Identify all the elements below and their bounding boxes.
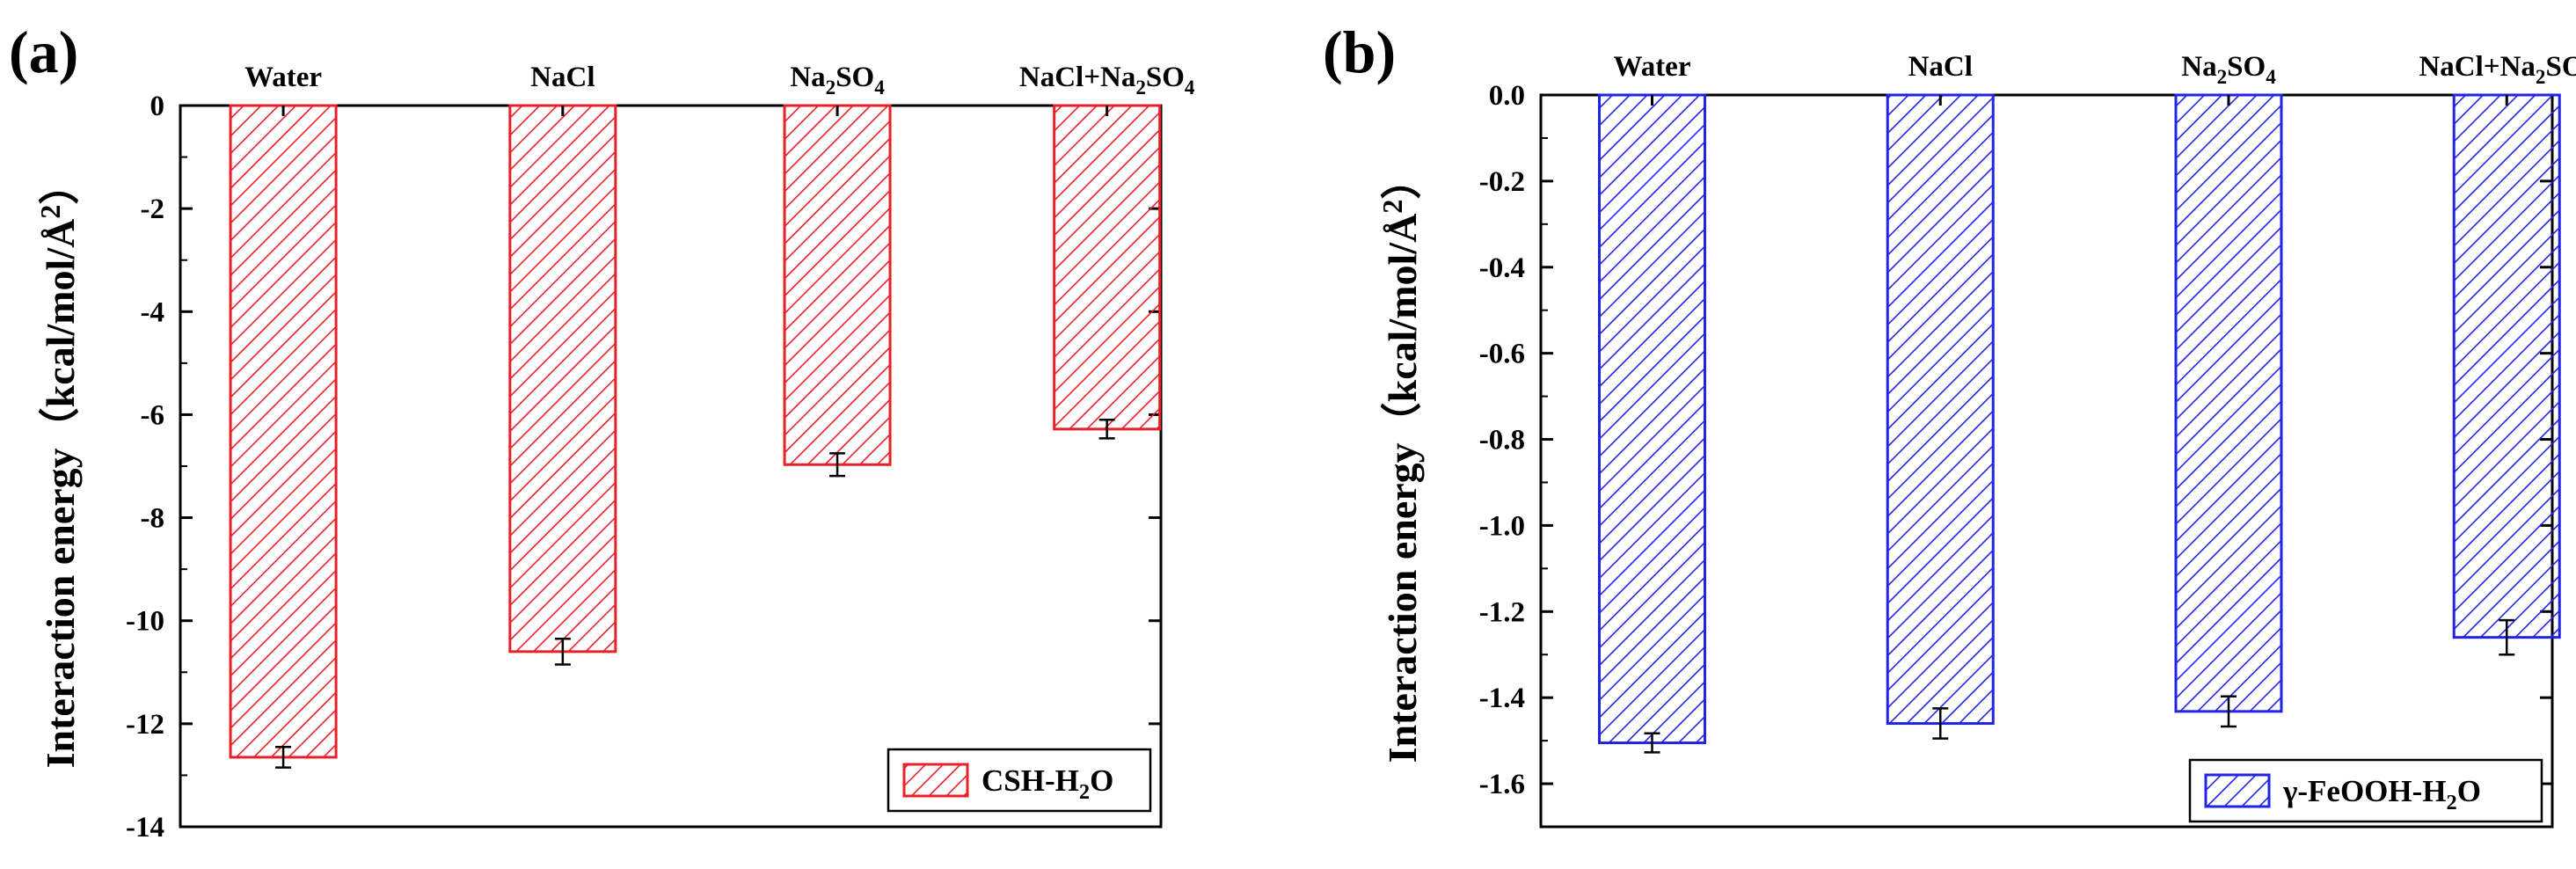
- bar-0: [1598, 93, 1706, 745]
- text-run: O: [2457, 774, 2481, 808]
- text-run: CSH-H: [982, 763, 1079, 798]
- chart-panel-a: (a) 0 -2 -4 -6 -8 -10 -12 -14 Interaction energy（…: [9, 18, 1195, 843]
- category-label-2: Na2SO4: [2181, 51, 2276, 88]
- legend: γ-FeOOH-H2O: [2188, 758, 2543, 823]
- y-axis-label: Interaction energy（kcal/mol/Å2）: [34, 164, 83, 769]
- category-label-2: Na2SO4: [790, 62, 885, 99]
- subscript: 4: [874, 76, 885, 99]
- bar-3: [1053, 104, 1162, 431]
- y-tick-label: -0.6: [1479, 339, 1525, 370]
- text-run: NaCl+Na: [1019, 62, 1135, 93]
- error-bar-2: [829, 452, 846, 478]
- y-tick-label: -1.2: [1479, 596, 1525, 628]
- bar-2: [2174, 93, 2283, 713]
- y-tick-label: -1.4: [1479, 683, 1525, 714]
- bar-2: [783, 104, 892, 466]
- legend-swatch: [902, 763, 969, 798]
- text-run: SO: [1146, 62, 1185, 93]
- chart-panel-b: (b) 0.0 -0.2 -0.4 -0.6 -0.8 -1.0 -1.2 -1.4 -1.6 In…: [1323, 18, 2576, 829]
- text-run: NaCl: [530, 62, 595, 93]
- text-run: Water: [1614, 51, 1691, 83]
- subscript: 4: [2266, 65, 2276, 88]
- y-tick-label: -2: [141, 194, 165, 225]
- text-run: γ-FeOOH-H: [2282, 774, 2447, 808]
- superscript: 2: [1376, 200, 1408, 214]
- subscript: 2: [2217, 65, 2228, 88]
- bar-3: [2452, 93, 2561, 639]
- error-bar-3: [1098, 419, 1115, 440]
- legend-label: CSH-H2O: [982, 763, 1113, 804]
- error-bar-0: [1644, 732, 1660, 754]
- legend-swatch: [2204, 773, 2271, 808]
- panel-label: (b): [1323, 18, 1396, 85]
- y-tick-label: 0.0: [1489, 80, 1525, 112]
- y-tick-label: -10: [126, 606, 164, 638]
- y-tick-label: -6: [141, 399, 165, 431]
- legend: CSH-H2O: [887, 748, 1152, 813]
- panel-label: (a): [9, 18, 78, 85]
- error-bar-1: [554, 637, 571, 666]
- error-bar-2: [2221, 695, 2237, 728]
- text-run: Na: [790, 62, 825, 93]
- subscript: 2: [2536, 65, 2546, 88]
- text-run: Na: [2181, 51, 2216, 83]
- y-tick-label: -0.4: [1479, 252, 1525, 284]
- y-axis-label: Interaction energy（kcal/mol/Å2）: [1376, 159, 1425, 763]
- error-bar-0: [275, 745, 292, 769]
- subscript: 2: [1079, 780, 1090, 804]
- bar-1: [1886, 93, 1995, 726]
- category-label-0: Water: [1614, 51, 1691, 83]
- y-tick-label: -14: [126, 812, 164, 843]
- text-run: SO: [2227, 51, 2266, 83]
- y-tick-label: -0.8: [1479, 425, 1525, 456]
- subscript: 2: [1135, 76, 1146, 99]
- text-run: NaCl+Na: [2419, 51, 2535, 83]
- text-run: Interaction energy（kcal/mol/Å: [1380, 214, 1425, 763]
- subscript: 2: [826, 76, 836, 99]
- text-run: ）: [38, 164, 83, 205]
- subscript: 4: [1185, 76, 1195, 99]
- text-run: O: [1090, 763, 1113, 798]
- y-tick-label: -4: [141, 296, 165, 328]
- error-bar-1: [1932, 707, 1949, 740]
- category-label-1: NaCl: [1908, 51, 1973, 83]
- text-run: Water: [244, 62, 322, 93]
- y-tick-label: -1.6: [1479, 769, 1525, 800]
- bar-1: [508, 104, 617, 654]
- text-run: SO: [2545, 51, 2576, 83]
- text-run: ）: [1380, 159, 1425, 200]
- subscript: 2: [2447, 791, 2457, 814]
- legend-label: γ-FeOOH-H2O: [2282, 774, 2481, 814]
- category-label-0: Water: [244, 62, 322, 93]
- y-tick-label: -1.0: [1479, 510, 1525, 542]
- category-label-3: NaCl+Na2SO4: [1019, 62, 1195, 99]
- text-run: NaCl: [1908, 51, 1973, 83]
- bar-0: [229, 104, 338, 759]
- text-run: Interaction energy（kcal/mol/Å: [38, 219, 83, 769]
- y-tick-label: 0: [150, 91, 165, 122]
- category-label-1: NaCl: [530, 62, 595, 93]
- y-tick-label: -8: [141, 503, 165, 535]
- category-label-3: NaCl+Na2SO4: [2419, 51, 2576, 88]
- superscript: 2: [34, 205, 66, 219]
- text-run: SO: [836, 62, 874, 93]
- y-tick-label: -12: [126, 709, 164, 741]
- error-bar-3: [2499, 618, 2515, 656]
- y-tick-label: -0.2: [1479, 166, 1525, 198]
